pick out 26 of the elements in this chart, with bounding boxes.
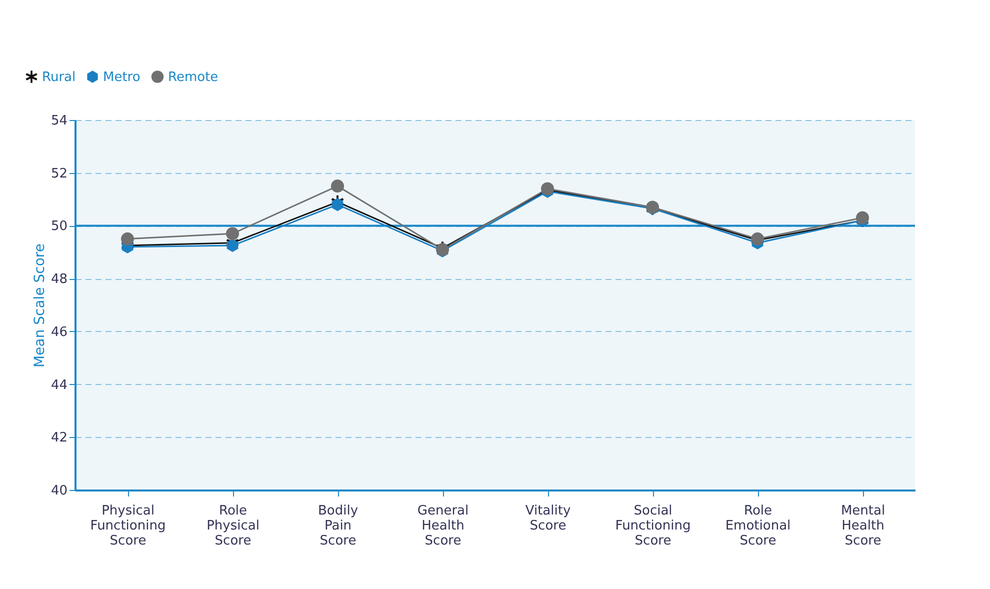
legend-label: Metro	[103, 70, 140, 85]
x-tick-label: Physical Functioning Score	[90, 504, 166, 548]
x-tick-label: Social Functioning Score	[615, 504, 691, 548]
y-tick-label: 40	[50, 484, 68, 498]
x-tick-label: Mental Health Score	[840, 504, 886, 548]
x-tick-label: General Health Score	[417, 504, 469, 548]
point	[856, 211, 870, 224]
point	[332, 198, 344, 212]
x-tick-label: Role Emotional Score	[725, 504, 791, 548]
y-tick-label: 52	[50, 166, 68, 182]
y-tick-label: 50	[50, 219, 68, 234]
y-tick-label: 48	[50, 272, 68, 288]
x-tick-label: Bodily Pain Score	[318, 504, 358, 548]
x-tick-label: Role Physical Score	[206, 504, 260, 548]
point	[226, 227, 240, 240]
legend-label: Remote	[168, 70, 218, 85]
y-axis-title: Mean Scale Score	[32, 244, 48, 368]
point	[226, 239, 238, 252]
legend-label: Rural	[42, 70, 76, 85]
point	[120, 232, 134, 246]
y-tick-label: 42	[50, 430, 68, 446]
y-tick-label: 44	[50, 378, 68, 393]
y-tick-label: 46	[50, 324, 68, 340]
y-tick-label: 54	[50, 114, 68, 128]
point	[330, 180, 344, 193]
x-tick-label: Vitality Score	[525, 504, 571, 534]
